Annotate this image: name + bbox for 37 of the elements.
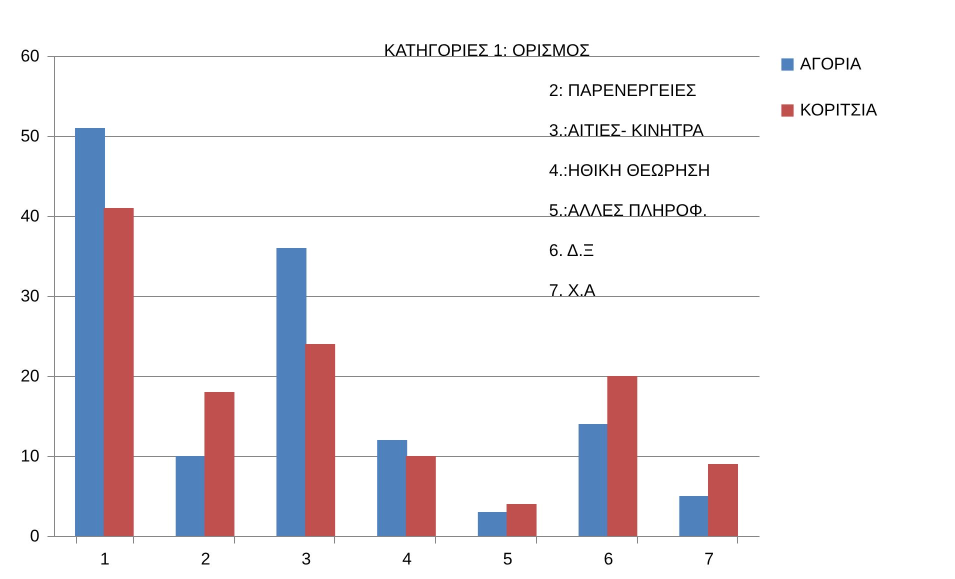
annotation: 7. Χ.Α xyxy=(549,281,596,300)
bar xyxy=(276,248,306,536)
x-tick-label: 7 xyxy=(704,550,714,568)
y-tick-label: 10 xyxy=(20,446,40,466)
bar xyxy=(708,464,738,536)
x-tick-label: 5 xyxy=(502,550,512,568)
bar xyxy=(75,128,106,536)
x-tick-label: 4 xyxy=(402,550,412,568)
bar xyxy=(578,424,609,536)
x-tick-label: 3 xyxy=(302,550,312,568)
bar xyxy=(506,504,537,536)
y-tick-label: 60 xyxy=(20,46,40,66)
bar xyxy=(377,440,408,536)
y-tick-label: 50 xyxy=(20,126,40,146)
bar xyxy=(607,376,638,536)
y-tick-label: 20 xyxy=(20,366,40,386)
annotation: ΚΑΤΗΓΟΡΙΕΣ 1: ΟΡΙΣΜΟΣ xyxy=(384,41,590,60)
bar xyxy=(305,344,336,536)
y-tick-label: 30 xyxy=(20,286,40,306)
bar xyxy=(679,496,710,536)
bar xyxy=(176,456,206,536)
bar xyxy=(406,456,436,536)
annotation: 6. Δ.Ξ xyxy=(549,241,594,260)
y-tick-label: 40 xyxy=(20,206,40,226)
y-tick-label: 0 xyxy=(30,526,40,546)
x-tick-label: 1 xyxy=(100,550,110,568)
bar xyxy=(204,392,234,536)
annotation: 2: ΠΑΡΕΝΕΡΓΕΙΕΣ xyxy=(549,81,696,100)
annotation: 5.:ΑΛΛΕΣ ΠΛΗΡΟΦ. xyxy=(549,201,708,220)
bar xyxy=(478,512,508,536)
x-tick-label: 2 xyxy=(200,550,210,568)
x-tick-label: 6 xyxy=(604,550,614,568)
legend-label: ΚΟΡΙΤΣΙΑ xyxy=(800,100,878,120)
annotation: 4.:ΗΘΙΚΗ ΘΕΩΡΗΣΗ xyxy=(549,161,710,180)
legend-label: ΑΓΟΡΙΑ xyxy=(800,54,862,74)
bar xyxy=(104,208,134,536)
annotation: 3.:ΑΙΤΙΕΣ- ΚΙΝΗΤΡΑ xyxy=(549,121,704,140)
